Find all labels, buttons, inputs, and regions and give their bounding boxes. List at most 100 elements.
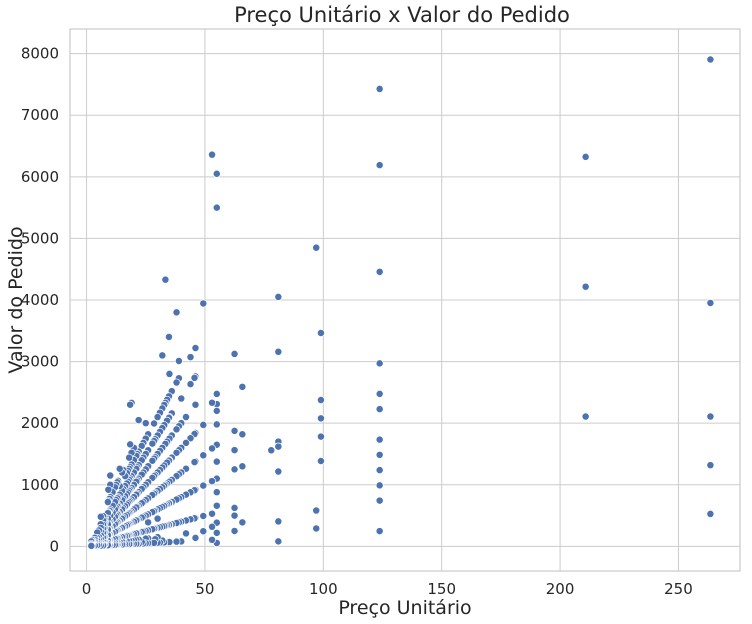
data-point <box>191 344 200 352</box>
data-point <box>126 400 135 409</box>
data-point <box>230 527 239 535</box>
data-point <box>274 347 283 356</box>
data-point <box>208 535 216 544</box>
data-point <box>706 412 715 421</box>
data-point <box>148 456 157 465</box>
data-point <box>153 514 162 523</box>
data-point <box>375 466 384 475</box>
x-tick-label: 250 <box>664 580 693 598</box>
data-point <box>230 503 239 512</box>
y-tick-label: 8000 <box>21 45 59 63</box>
y-tick-label: 5000 <box>21 229 59 247</box>
y-tick-label: 2000 <box>21 414 59 432</box>
data-point <box>172 378 181 387</box>
data-point <box>375 161 384 170</box>
data-point <box>274 442 283 451</box>
data-point <box>706 461 715 470</box>
data-point <box>104 485 113 494</box>
data-point <box>212 457 221 466</box>
data-point <box>317 329 325 337</box>
data-point <box>144 518 153 527</box>
y-tick-label: 4000 <box>21 291 59 309</box>
x-tick-label: 50 <box>195 580 214 598</box>
data-point <box>165 369 174 378</box>
x-tick-label: 0 <box>82 580 92 598</box>
data-point <box>96 512 105 521</box>
x-tick-label: 100 <box>309 580 338 598</box>
data-point <box>153 413 162 421</box>
data-point <box>274 517 283 526</box>
data-point <box>87 541 96 550</box>
data-point <box>141 419 150 428</box>
data-point <box>274 537 283 546</box>
chart-title: Preço Unitário x Valor do Pedido <box>234 3 570 27</box>
data-point <box>186 380 195 389</box>
data-point <box>317 396 325 404</box>
data-point <box>199 451 208 460</box>
data-point <box>208 150 216 159</box>
data-point <box>375 84 384 93</box>
data-point <box>238 430 247 439</box>
data-point <box>191 533 200 542</box>
data-point <box>375 435 384 444</box>
data-point <box>238 382 247 391</box>
plot-frame <box>69 28 741 572</box>
data-point <box>199 299 208 308</box>
data-point <box>165 333 173 341</box>
data-point <box>190 458 199 467</box>
data-point <box>191 400 200 409</box>
data-point <box>375 496 384 505</box>
data-point <box>212 203 221 212</box>
data-point <box>208 398 216 407</box>
data-point <box>172 425 181 434</box>
data-point <box>199 481 208 490</box>
data-point <box>212 169 221 178</box>
data-point <box>106 471 115 480</box>
data-point <box>172 308 181 317</box>
x-tick-label: 150 <box>427 580 456 598</box>
data-point <box>212 501 221 510</box>
data-point <box>199 420 208 429</box>
data-point <box>199 527 208 536</box>
data-point <box>375 389 384 398</box>
data-point <box>126 440 135 449</box>
data-point <box>208 477 216 486</box>
data-point <box>186 353 195 362</box>
data-point <box>706 509 715 518</box>
data-point <box>212 528 221 537</box>
data-point <box>312 243 321 252</box>
x-tick-labels: 0 50 100 150 200 250 <box>82 580 693 598</box>
y-tick-label: 1000 <box>21 476 59 494</box>
gridlines <box>70 29 740 571</box>
data-point <box>375 481 384 490</box>
data-point <box>317 432 325 441</box>
data-point <box>375 267 384 276</box>
y-tick-label: 7000 <box>21 106 59 124</box>
data-point <box>150 419 158 428</box>
data-point <box>317 414 325 423</box>
data-point <box>375 405 384 414</box>
data-point <box>212 406 221 415</box>
data-point <box>581 152 590 161</box>
data-point <box>182 413 190 421</box>
x-tick-label: 200 <box>546 580 575 598</box>
data-point <box>230 446 239 455</box>
data-point <box>148 439 157 448</box>
data-point <box>158 351 167 360</box>
data-point <box>274 467 283 476</box>
data-point <box>375 359 384 368</box>
data-point <box>174 357 183 365</box>
data-point <box>103 498 112 506</box>
data-point <box>161 275 170 284</box>
data-point <box>312 524 321 533</box>
data-point <box>230 511 239 520</box>
data-point <box>125 453 134 462</box>
data-point <box>172 537 181 546</box>
data-point <box>706 299 715 307</box>
data-point <box>115 464 124 473</box>
data-point <box>208 509 216 518</box>
data-point <box>182 529 190 538</box>
data-point <box>190 373 199 382</box>
data-points <box>87 55 715 550</box>
